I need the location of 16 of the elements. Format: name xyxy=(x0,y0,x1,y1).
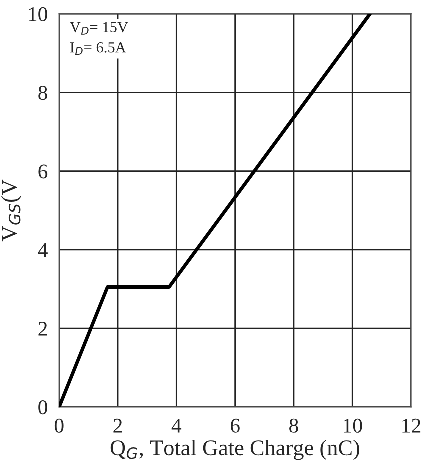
y-tick-label: 0 xyxy=(38,400,48,415)
x-axis-title: Q$_{G}$, Total Gate Charge (nC) xyxy=(110,440,360,460)
y-axis-title: V$_{GS}$(V xyxy=(1,180,22,242)
y-tick-label: 8 xyxy=(38,86,48,100)
text: V$_{D}$= 15V I$_{D}$= 6.5A xyxy=(70,22,128,56)
x-tick-label: 0 xyxy=(54,418,64,433)
x-tick-label: 6 xyxy=(231,418,240,433)
x-tick-label: 10 xyxy=(344,418,362,433)
x-tick-label: 12 xyxy=(402,418,421,433)
x-tick-label: 8 xyxy=(290,418,298,433)
y-tick-label: 4 xyxy=(38,243,48,258)
x-tick-label: 4 xyxy=(172,419,182,433)
y-tick-label: 6 xyxy=(38,164,48,179)
x-tick-label: 2 xyxy=(114,418,122,433)
y-tick-label: 10 xyxy=(29,7,48,22)
y-tick-label: 2 xyxy=(38,322,48,336)
